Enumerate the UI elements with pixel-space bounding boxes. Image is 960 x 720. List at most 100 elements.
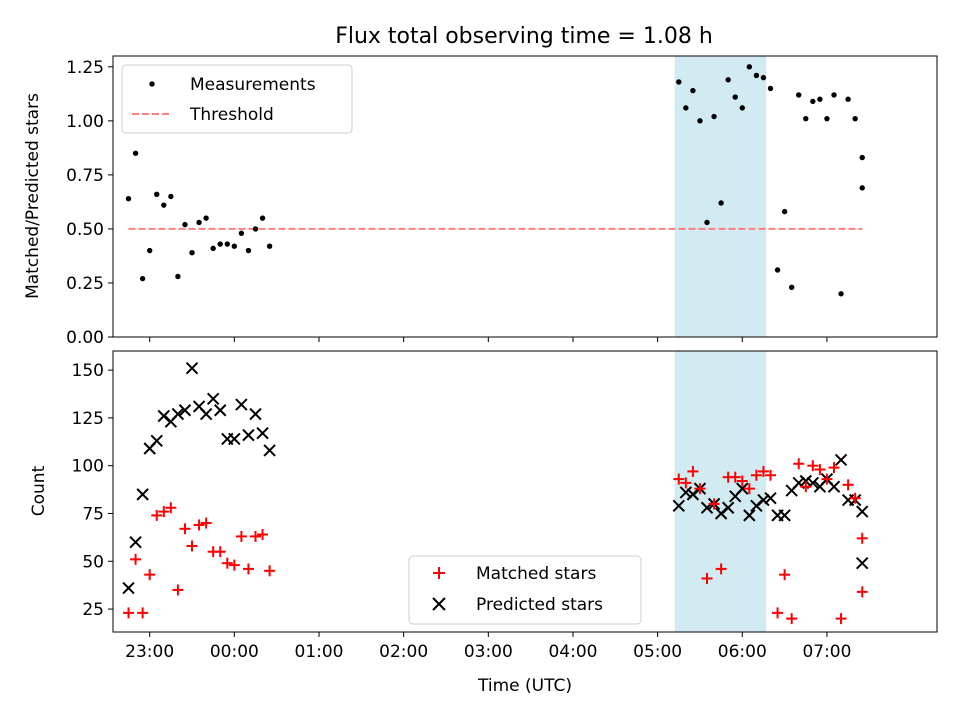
measurement-point bbox=[739, 105, 745, 111]
measurement-point bbox=[824, 115, 830, 122]
measurement-point bbox=[238, 230, 245, 236]
predicted-star-point bbox=[199, 407, 213, 421]
matched-star-point bbox=[257, 529, 269, 541]
x-b bbox=[679, 486, 693, 499]
x-b bbox=[249, 407, 262, 421]
measurement-point bbox=[231, 243, 238, 249]
measurement-point bbox=[817, 96, 823, 102]
measurement-point bbox=[683, 105, 689, 111]
x-b bbox=[778, 509, 791, 522]
x-tick-label: 05:00 bbox=[633, 642, 682, 662]
predicted-star-point bbox=[834, 453, 848, 467]
matched-star-point bbox=[165, 502, 177, 514]
matched-star-point bbox=[130, 553, 142, 565]
legend-matched-marker bbox=[433, 567, 445, 579]
matched-star-point bbox=[151, 509, 163, 521]
legend-predicted-label: Predicted stars bbox=[476, 595, 603, 615]
top-ticks: 0.00 0.25 0.50 0.75 1.00 1.25 bbox=[66, 58, 828, 348]
x-tick-label: 04:00 bbox=[548, 642, 597, 662]
x-b bbox=[256, 426, 269, 440]
measurement-point bbox=[217, 241, 223, 247]
x-tick-label: 07:00 bbox=[802, 642, 851, 662]
predicted-star-point bbox=[178, 404, 192, 417]
bottom-axes: 25 50 75 100 125 150 23:00 00:00 01:00 02:00 03:00… bbox=[29, 350, 938, 696]
x-b bbox=[178, 404, 192, 417]
x-b bbox=[242, 428, 255, 442]
measurement-point bbox=[125, 195, 132, 202]
measurement-point bbox=[803, 115, 809, 122]
measurement-point bbox=[859, 185, 865, 191]
x-b bbox=[228, 432, 241, 446]
x-b bbox=[171, 407, 185, 421]
measurement-point bbox=[746, 64, 753, 70]
x-b bbox=[150, 434, 163, 448]
y-tick-label: 0.25 bbox=[66, 274, 104, 294]
measurement-point bbox=[796, 92, 802, 98]
highlight-span-rect bbox=[674, 351, 767, 632]
matched-star-point bbox=[800, 481, 812, 493]
measurement-point bbox=[838, 291, 844, 297]
y-tick-label: 25 bbox=[82, 600, 104, 620]
x-b bbox=[672, 499, 686, 513]
x-b bbox=[157, 409, 171, 423]
measurement-point bbox=[139, 275, 146, 282]
predicted-star-point bbox=[150, 434, 163, 448]
measurement-point bbox=[168, 193, 174, 200]
measurement-point bbox=[704, 219, 710, 226]
measurement-point bbox=[146, 247, 153, 254]
top-axes: 0.00 0.25 0.50 0.75 1.00 1.25 Matched/Predict… bbox=[23, 55, 938, 348]
matched-star-point bbox=[757, 465, 769, 477]
x-b bbox=[199, 407, 213, 421]
matched-star-point bbox=[779, 569, 791, 581]
x-b bbox=[235, 398, 248, 411]
matched-star-point bbox=[214, 546, 226, 558]
measurement-point bbox=[760, 74, 767, 81]
measurement-point bbox=[203, 215, 209, 221]
matched-star-point bbox=[736, 475, 748, 487]
predicted-star-point bbox=[856, 505, 869, 518]
predicted-star-point bbox=[799, 474, 812, 488]
highlight-span-rect bbox=[674, 56, 767, 337]
x-b bbox=[792, 476, 805, 490]
predicted-star-point bbox=[249, 407, 262, 421]
predicted-star-point bbox=[185, 361, 199, 375]
matched-star-point bbox=[158, 506, 170, 518]
y-tick-label: 1.00 bbox=[66, 112, 104, 132]
bottom-axes-frame bbox=[112, 350, 938, 633]
measurement-point bbox=[161, 202, 167, 208]
x-b bbox=[856, 505, 869, 518]
measurement-point bbox=[690, 87, 696, 94]
matched-star-point bbox=[144, 569, 156, 581]
x-b bbox=[122, 581, 135, 595]
x-tick-label: 23:00 bbox=[125, 642, 174, 662]
x-b bbox=[192, 400, 206, 413]
x-b bbox=[757, 493, 770, 507]
matched-star-point bbox=[235, 530, 247, 542]
measurement-point bbox=[697, 118, 703, 124]
bottom-legend-box bbox=[408, 555, 642, 625]
measurement-point bbox=[788, 284, 795, 290]
measurement-point bbox=[781, 208, 788, 215]
matched-star-point bbox=[814, 464, 826, 476]
y-tick-label: 125 bbox=[72, 409, 104, 429]
top-legend-box bbox=[121, 64, 353, 134]
predicted-star-point bbox=[214, 404, 227, 417]
x-b bbox=[129, 535, 142, 549]
predicted-star-point bbox=[856, 556, 869, 570]
measurement-point bbox=[732, 94, 738, 100]
matched-star-point bbox=[772, 607, 784, 619]
y-tick-label: 1.25 bbox=[66, 58, 104, 78]
y-tick-label: 75 bbox=[82, 504, 104, 524]
x-b bbox=[743, 509, 756, 522]
matched-star-point bbox=[701, 572, 713, 584]
predicted-star-point bbox=[122, 581, 135, 595]
measurement-point bbox=[711, 113, 717, 120]
measurement-point bbox=[767, 85, 774, 92]
measurement-point bbox=[182, 221, 188, 228]
measurement-point bbox=[831, 92, 837, 98]
top-highlight-span bbox=[674, 56, 767, 337]
legend-threshold-label: Threshold bbox=[189, 105, 274, 125]
measurement-point bbox=[224, 241, 230, 247]
predicted-star-point bbox=[679, 486, 693, 499]
matched-star-point bbox=[687, 465, 699, 477]
